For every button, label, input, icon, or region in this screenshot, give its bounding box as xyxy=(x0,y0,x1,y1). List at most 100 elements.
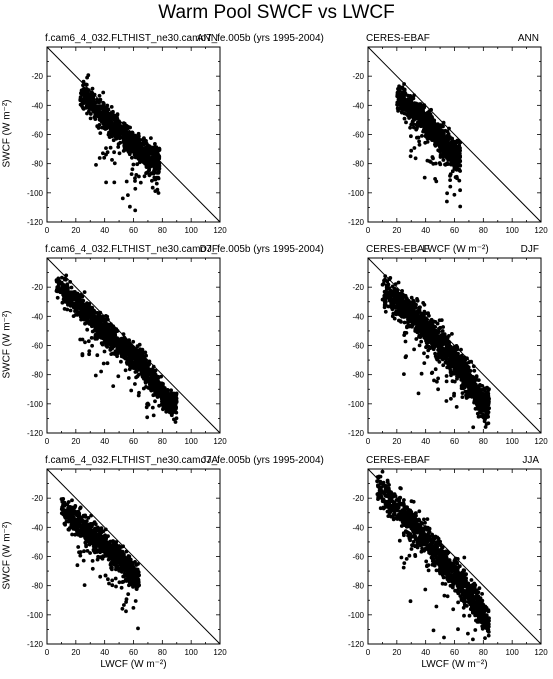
data-point xyxy=(68,280,73,284)
data-point xyxy=(401,303,405,307)
data-point xyxy=(138,152,143,157)
data-point xyxy=(440,329,445,333)
data-point xyxy=(60,275,64,280)
data-point xyxy=(419,124,423,129)
data-point xyxy=(104,180,108,185)
data-point xyxy=(121,346,126,351)
data-point xyxy=(169,395,173,400)
data-point xyxy=(152,167,157,171)
data-point xyxy=(405,105,410,109)
y-tick-label: -60 xyxy=(352,342,364,351)
y-tick-label: -40 xyxy=(352,312,364,321)
data-point xyxy=(405,302,410,307)
y-tick-label: -80 xyxy=(352,371,364,380)
data-point xyxy=(430,138,434,142)
data-point xyxy=(85,327,90,332)
data-point xyxy=(89,308,94,313)
data-point xyxy=(445,336,450,340)
data-point xyxy=(60,300,65,305)
data-point xyxy=(98,314,103,319)
data-point xyxy=(132,366,136,370)
data-point xyxy=(134,173,139,177)
data-point xyxy=(421,301,426,305)
data-point xyxy=(144,364,149,368)
data-point xyxy=(448,368,453,373)
data-point xyxy=(411,125,416,130)
data-point xyxy=(123,147,127,152)
data-point xyxy=(142,373,146,378)
data-point xyxy=(436,330,441,335)
scatter-plot: 0 20 40 60 80 100 120-20-40-60-80-100-120 xyxy=(27,46,227,235)
data-point xyxy=(441,158,446,162)
y-axis-label: SWCF (W m⁻²) xyxy=(1,98,13,168)
data-point xyxy=(428,334,432,339)
x-tick-label: 40 xyxy=(100,437,109,446)
data-point xyxy=(424,121,429,126)
data-point xyxy=(423,329,428,334)
data-point xyxy=(100,104,105,109)
data-point xyxy=(78,95,83,99)
data-point xyxy=(75,307,79,312)
data-point xyxy=(398,296,403,300)
data-point xyxy=(440,333,444,337)
data-point xyxy=(121,121,126,125)
data-point xyxy=(56,276,61,281)
panel-label-left: f.cam6_4_032.FLTHIST_ne30.camo7_fe.005b … xyxy=(45,244,324,255)
data-point xyxy=(131,339,136,344)
data-point xyxy=(484,412,489,417)
data-point xyxy=(61,297,66,302)
data-point xyxy=(136,157,141,161)
data-point xyxy=(423,335,427,340)
data-point xyxy=(125,134,129,138)
data-point xyxy=(80,101,85,106)
data-point xyxy=(436,122,440,126)
data-point xyxy=(455,165,459,170)
data-point xyxy=(383,309,388,314)
y-axis-label: SWCF (W m⁻²) xyxy=(1,309,13,379)
data-point xyxy=(128,142,132,147)
data-point xyxy=(392,305,397,310)
data-point xyxy=(451,370,456,375)
data-point xyxy=(162,406,167,410)
data-point xyxy=(82,316,86,320)
data-point xyxy=(128,204,132,209)
data-point xyxy=(417,142,422,147)
data-point xyxy=(103,338,108,343)
data-point xyxy=(483,386,487,391)
x-tick-label: 20 xyxy=(392,437,401,446)
data-point xyxy=(407,111,411,115)
data-point xyxy=(71,314,76,318)
data-point xyxy=(413,327,418,332)
data-point xyxy=(440,124,444,129)
data-point xyxy=(486,388,491,393)
data-point xyxy=(437,161,442,165)
data-point xyxy=(94,163,98,167)
data-point xyxy=(159,393,163,398)
data-point xyxy=(135,162,140,167)
data-point xyxy=(90,343,94,348)
data-point xyxy=(401,102,406,106)
data-point xyxy=(127,152,132,157)
data-point xyxy=(444,151,449,156)
data-point xyxy=(127,348,132,352)
data-point xyxy=(452,345,456,349)
data-point xyxy=(111,384,116,388)
data-point xyxy=(435,142,439,146)
data-point xyxy=(448,184,453,189)
data-point xyxy=(107,135,112,139)
x-tick-label: 60 xyxy=(450,226,459,235)
data-point xyxy=(78,310,83,315)
data-point xyxy=(124,130,129,134)
data-point xyxy=(133,382,137,386)
scatter-points xyxy=(395,82,463,209)
data-point xyxy=(396,311,401,316)
data-point xyxy=(404,296,409,301)
data-point xyxy=(81,79,86,84)
data-point xyxy=(448,178,452,183)
data-point xyxy=(149,136,153,140)
data-point xyxy=(403,310,408,315)
data-point xyxy=(117,120,122,125)
data-point xyxy=(425,140,430,144)
data-point xyxy=(106,330,111,335)
data-point xyxy=(83,305,88,309)
